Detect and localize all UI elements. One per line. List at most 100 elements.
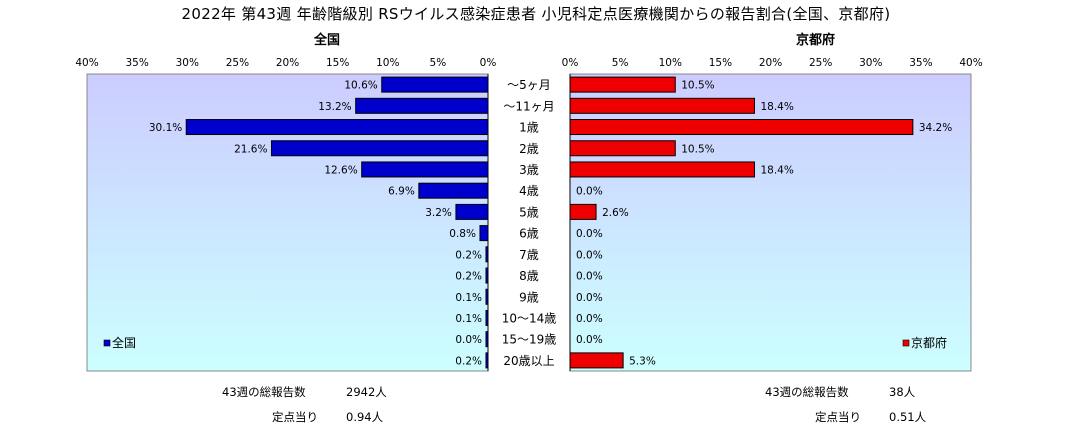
kyoto-data-label: 18.4% [760,101,793,113]
national-data-label: 12.6% [324,164,357,176]
category-label: 7歳 [519,248,539,262]
kyoto-bar [569,76,676,93]
kyoto-data-label: 0.0% [576,228,603,240]
kyoto-data-label: 0.0% [576,292,603,304]
right-panel-title: 京都府 [796,33,836,48]
left-tick-label: 10% [376,57,399,69]
national-data-label: 10.6% [344,80,377,92]
butterfly-bar-chart: 40% 35% 30% 25% 20% 15% 10% 5% 0% 0% 5% 10% 15% 20% 25… [75,57,983,372]
national-bar [355,97,489,114]
kyoto-per-value: 0.51人 [889,410,927,424]
national-data-label: 3.2% [425,207,452,219]
national-legend-swatch [103,339,111,347]
left-tick-label: 5% [430,57,447,69]
kyoto-per-stat: 定点当り 0.51人 [815,409,926,425]
national-total-stat: 43週の総報告数 2942人 [222,384,387,400]
national-bar [418,182,489,199]
category-label: 6歳 [519,227,539,241]
national-bar [270,140,489,157]
national-data-label: 0.2% [455,249,482,261]
kyoto-total-stat: 43週の総報告数 38人 [765,384,915,400]
national-data-label: 0.2% [455,271,482,283]
category-label: 5歳 [519,205,539,219]
left-tick-label: 35% [125,57,148,69]
right-tick-label: 20% [759,57,782,69]
national-legend-label: 全国 [112,335,136,350]
national-bar [185,119,489,136]
kyoto-per-label: 定点当り [815,410,861,424]
category-label: 8歳 [519,269,539,283]
national-data-label: 0.1% [455,313,482,325]
kyoto-data-label: 5.3% [629,355,656,367]
category-label: 9歳 [519,290,539,304]
national-total-value: 2942人 [346,385,387,399]
left-tick-label: 20% [276,57,299,69]
national-per-label: 定点当り [272,410,318,424]
right-tick-label: 0% [562,57,579,69]
kyoto-bar [569,140,676,157]
left-plot-area [86,73,489,372]
national-data-label: 6.9% [388,186,415,198]
national-bar [485,352,489,369]
right-tick-label: 15% [709,57,732,69]
kyoto-data-label: 0.0% [576,313,603,325]
national-bar [455,203,489,220]
national-bar [479,225,489,242]
kyoto-bar [569,352,624,369]
national-bar [485,267,489,284]
right-plot-area [569,73,972,372]
kyoto-data-label: 10.5% [681,143,714,155]
national-data-label: 21.6% [234,143,267,155]
category-label: 10～14歳 [502,311,557,325]
national-bar [361,161,489,178]
national-data-label: 30.1% [149,122,182,134]
national-bar [485,288,489,305]
kyoto-bar [569,161,755,178]
national-total-label: 43週の総報告数 [222,385,306,399]
kyoto-data-label: 2.6% [602,207,629,219]
category-label: 15～19歳 [502,333,557,347]
national-data-label: 0.2% [455,355,482,367]
category-label: 3歳 [519,163,539,177]
left-tick-label: 30% [176,57,199,69]
right-tick-label: 25% [809,57,832,69]
kyoto-bar [569,97,755,114]
category-label: ～5ヶ月 [507,78,551,92]
kyoto-data-label: 0.0% [576,271,603,283]
left-tick-label: 40% [75,57,98,69]
category-label: ～11ヶ月 [503,99,554,113]
national-data-label: 0.8% [449,228,476,240]
national-bar [485,309,489,326]
chart-title: 2022年 第43週 年齢階級別 RSウイルス感染症患者 小児科定点医療機関から… [181,5,891,23]
kyoto-data-label: 10.5% [681,80,714,92]
left-tick-label: 0% [480,57,497,69]
right-tick-label: 5% [612,57,629,69]
kyoto-total-label: 43週の総報告数 [765,385,849,399]
national-bar [485,246,489,263]
kyoto-legend-swatch [902,339,910,347]
kyoto-bar [569,203,597,220]
right-tick-label: 35% [909,57,932,69]
left-tick-label: 25% [226,57,249,69]
category-label: 20歳以上 [503,354,554,368]
national-bar [381,76,489,93]
national-per-stat: 定点当り 0.94人 [272,409,383,425]
right-tick-label: 10% [659,57,682,69]
kyoto-data-label: 18.4% [760,164,793,176]
national-data-label: 13.2% [318,101,351,113]
kyoto-data-label: 0.0% [576,186,603,198]
kyoto-data-label: 0.0% [576,334,603,346]
national-data-label: 0.0% [455,334,482,346]
kyoto-legend-label: 京都府 [911,335,947,350]
category-label: 4歳 [519,184,539,198]
left-tick-label: 15% [326,57,349,69]
kyoto-bar [569,119,914,136]
category-label: 1歳 [519,121,539,135]
national-data-label: 0.1% [455,292,482,304]
national-bar [485,331,489,348]
national-per-value: 0.94人 [346,410,384,424]
right-tick-label: 30% [859,57,882,69]
kyoto-data-label: 34.2% [919,122,952,134]
right-tick-label: 40% [959,57,982,69]
left-panel-title: 全国 [314,33,341,48]
